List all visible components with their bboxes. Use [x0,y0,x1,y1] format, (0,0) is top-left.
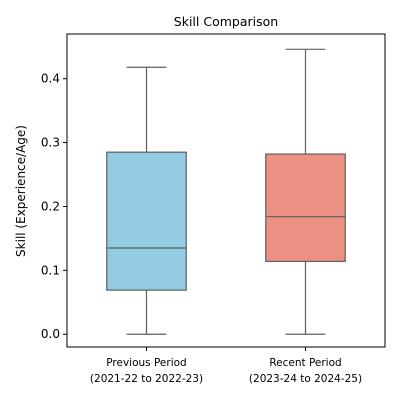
x-tick-label-line2: (2021-22 to 2022-23) [90,373,203,385]
y-axis-ticks: 0.0 0.1 0.2 0.3 0.4 [41,72,67,341]
y-tick-label: 0.0 [41,327,60,341]
y-axis-label: Skill (Experience/Age) [14,125,28,257]
y-tick-label: 0.2 [41,199,60,213]
box-series [106,48,346,335]
x-axis-categories: Previous Period (2021-22 to 2022-23) Recen… [90,347,362,385]
box-group [265,48,346,335]
x-tick-label-line1: Recent Period [269,357,341,369]
y-tick-label: 0.4 [41,72,60,86]
plot-area-frame [66,33,386,348]
chart-title: Skill Comparison [174,14,278,29]
x-tick-label-line1: Previous Period [106,357,186,369]
box-group [106,66,187,335]
y-tick-label: 0.1 [41,263,60,277]
y-tick-label: 0.3 [41,136,60,150]
interquartile-box [265,153,346,263]
interquartile-box [106,151,187,291]
x-tick-label-line2: (2023-24 to 2024-25) [249,373,362,385]
